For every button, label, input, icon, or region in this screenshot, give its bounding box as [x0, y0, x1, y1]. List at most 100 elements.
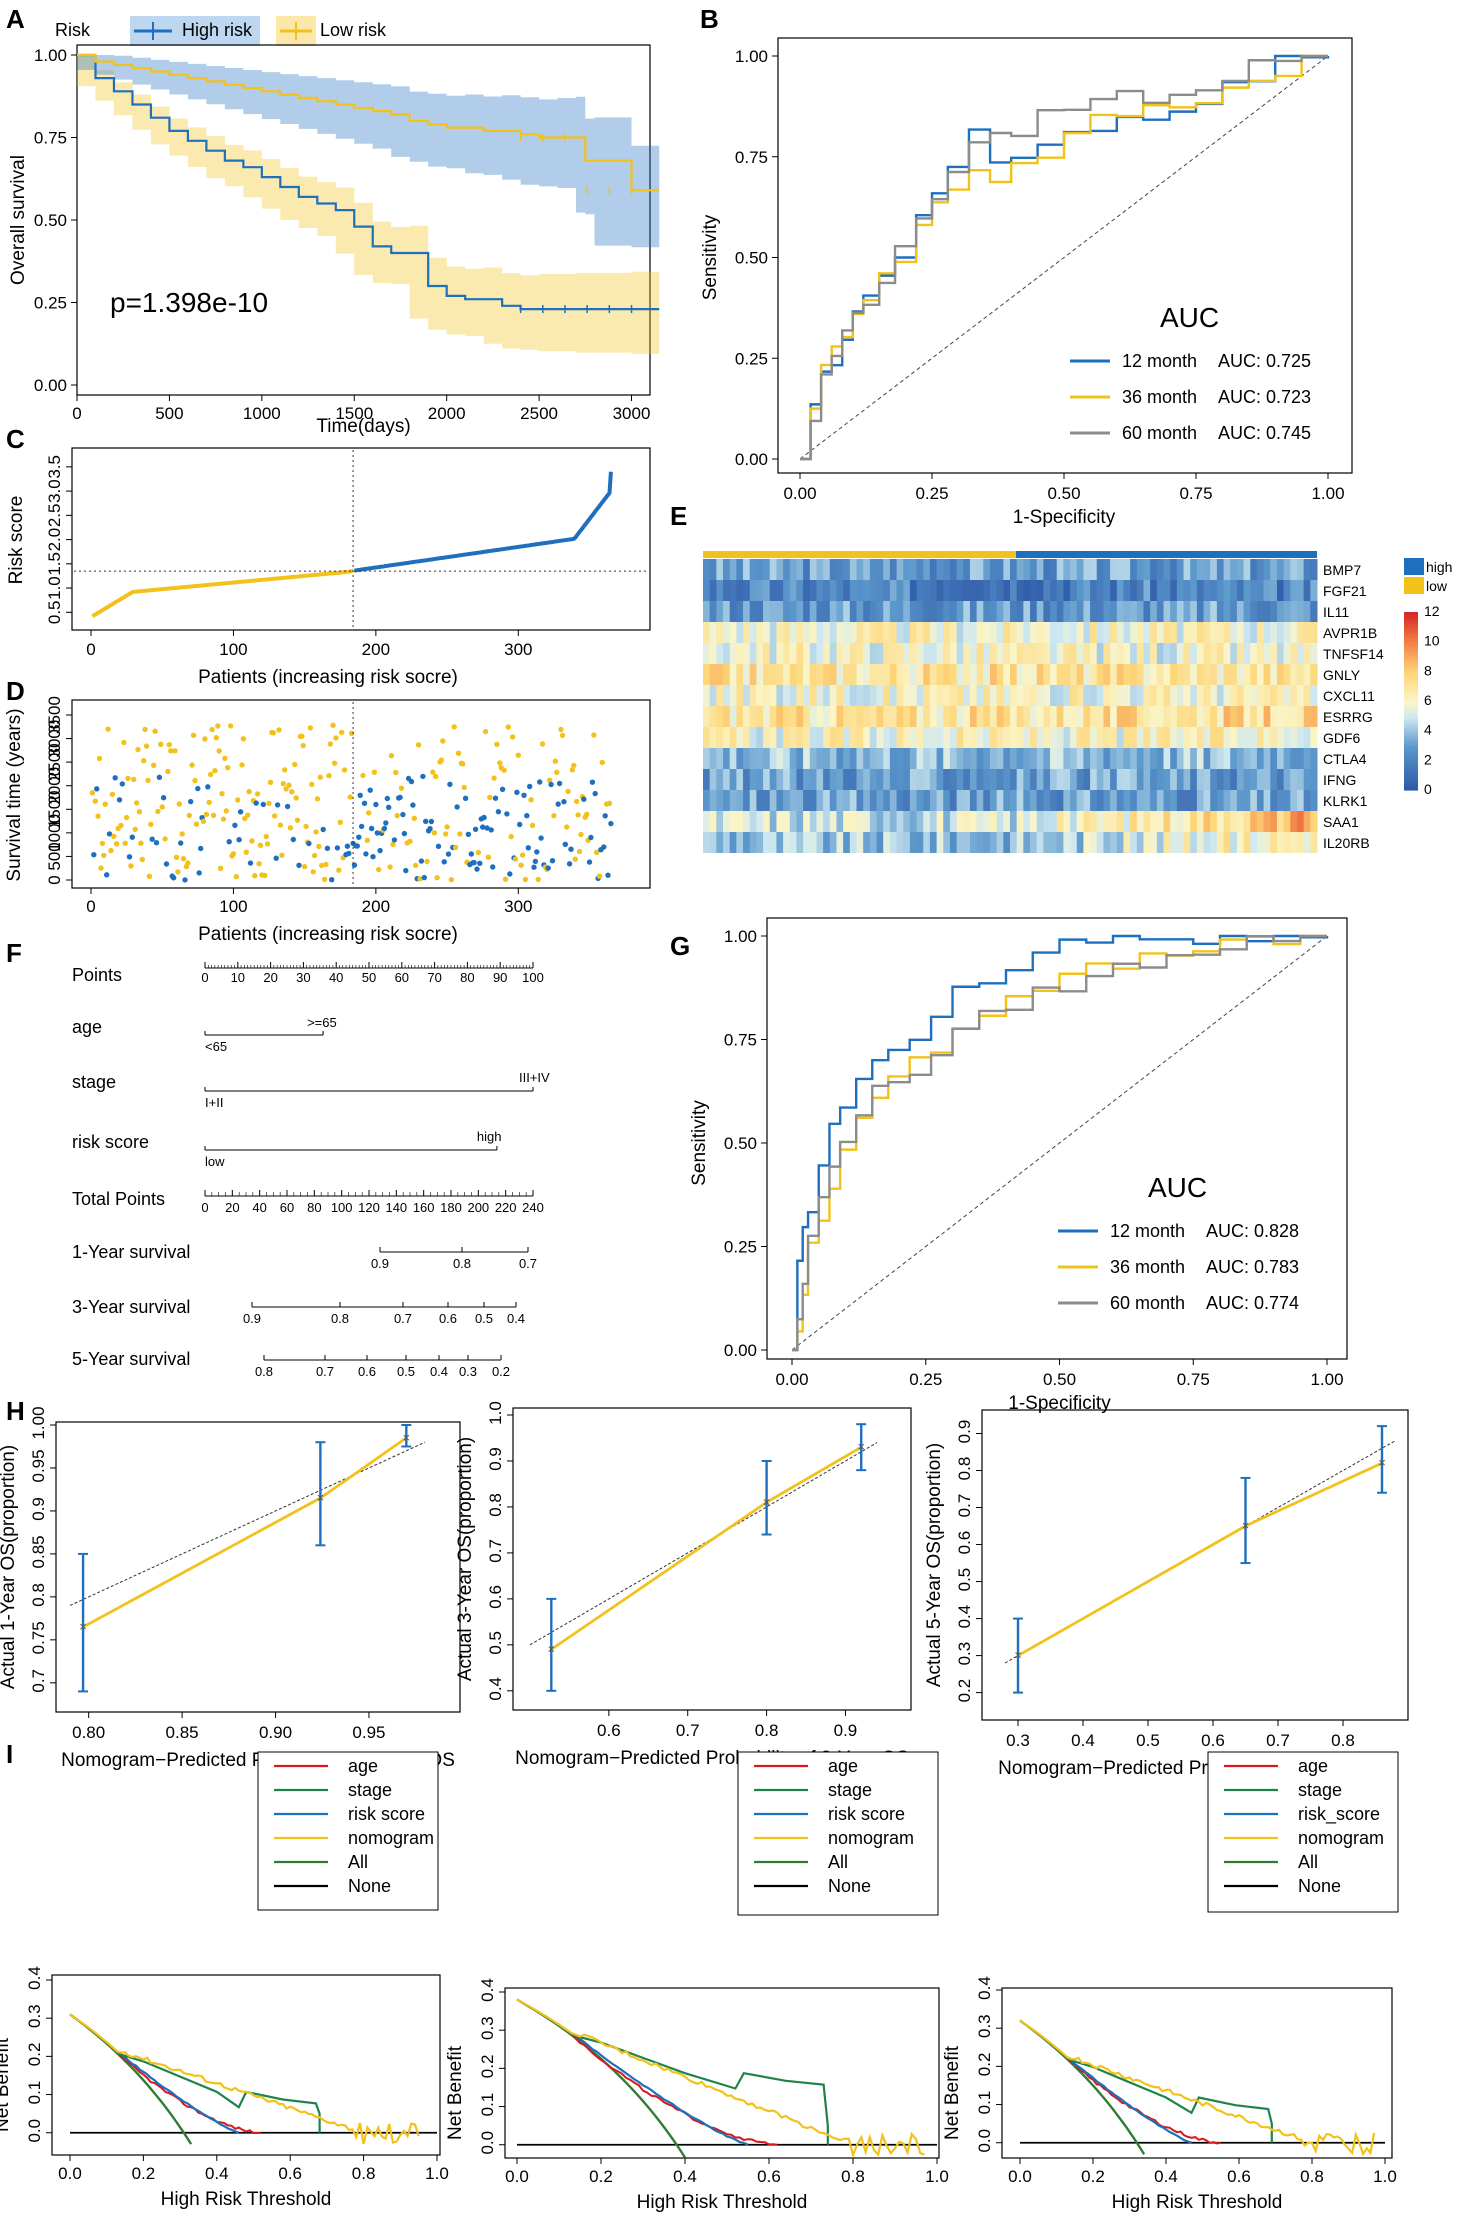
heatmap-colorbar-segment: [1404, 635, 1418, 640]
heatmap-cell: [1050, 748, 1058, 769]
heatmap-cell: [943, 811, 951, 832]
heatmap-cell: [829, 643, 837, 664]
heatmap-cell: [1223, 706, 1231, 727]
survival-point: [276, 727, 282, 733]
heatmap-gene-label: IL11: [1323, 604, 1349, 620]
heatmap-cell: [1056, 685, 1064, 706]
heatmap-cell: [1123, 769, 1131, 790]
heatmap-cell: [716, 580, 724, 601]
risk-x-axis-label: Patients (increasing risk socre): [198, 667, 458, 688]
heatmap-cell: [883, 790, 891, 811]
heatmap-cell: [1243, 769, 1251, 790]
heatmap-cell: [963, 559, 971, 580]
nomogram-total-label: 220: [495, 1200, 517, 1215]
km-y-tick-label: 1.00: [34, 46, 67, 65]
heatmap-cell: [1216, 685, 1225, 706]
heatmap-colorbar-segment: [1404, 709, 1418, 714]
survival-point: [173, 854, 180, 860]
heatmap-cell: [1296, 790, 1305, 811]
heatmap-cell: [916, 748, 924, 769]
roc-x-axis-label: 1-Specificity: [1008, 1393, 1111, 1414]
heatmap-cell: [1016, 664, 1024, 685]
heatmap-cell: [823, 601, 831, 622]
heatmap-cell: [1156, 643, 1164, 664]
heatmap-cell: [896, 685, 904, 706]
heatmap-cell: [1063, 727, 1071, 748]
heatmap-cell: [1196, 559, 1205, 580]
heatmap-cell: [989, 811, 998, 832]
heatmap-cell: [909, 559, 918, 580]
heatmap-gene-label: KLRK1: [1323, 793, 1368, 809]
heatmap-cell: [716, 811, 724, 832]
heatmap-cell: [836, 790, 844, 811]
heatmap-cell: [1156, 685, 1164, 706]
survival-point: [568, 846, 574, 852]
heatmap-cell: [1063, 664, 1071, 685]
heatmap-cell: [1130, 769, 1138, 790]
heatmap-colorbar-segment: [1404, 626, 1418, 631]
heatmap-cell: [923, 601, 931, 622]
heatmap-cell: [1156, 559, 1164, 580]
heatmap-cell: [989, 832, 998, 853]
heatmap-cell: [1270, 559, 1278, 580]
heatmap-cell: [1130, 706, 1138, 727]
heatmap-cell: [1010, 685, 1018, 706]
survival-point: [349, 730, 355, 736]
survival-point: [480, 824, 486, 830]
roc-x-tick-label: 1.00: [1311, 484, 1344, 503]
survival-point: [435, 843, 442, 849]
dca-legend-label: All: [1298, 1852, 1318, 1872]
heatmap-cell: [1123, 685, 1131, 706]
heatmap-cell: [809, 685, 817, 706]
heatmap-cell: [1090, 643, 1098, 664]
heatmap-colorbar-segment: [1404, 629, 1418, 634]
heatmap-cell: [1016, 706, 1024, 727]
heatmap-cell: [743, 769, 751, 790]
calib-curve-h2: [550, 1445, 862, 1651]
calib-y-tick-label: 0.6: [955, 1531, 974, 1555]
heatmap-cell: [836, 832, 844, 853]
heatmap-gene-label: BMP7: [1323, 562, 1361, 578]
heatmap-cell: [1143, 664, 1151, 685]
heatmap-cell: [803, 811, 811, 832]
heatmap-cell: [1183, 811, 1191, 832]
heatmap-cell: [1130, 643, 1138, 664]
survival-point: [561, 799, 567, 805]
heatmap-cell: [1176, 832, 1185, 853]
nomogram-total-label: 20: [225, 1200, 239, 1215]
heatmap-cell: [1070, 664, 1078, 685]
heatmap-cell: [1130, 748, 1138, 769]
heatmap-cell: [856, 832, 864, 853]
heatmap-cell: [1143, 706, 1151, 727]
heatmap-cell: [1096, 748, 1104, 769]
roc-x-tick-label: 0.50: [1043, 1370, 1076, 1389]
heatmap-colorbar-segment: [1404, 674, 1418, 678]
heatmap-cell: [956, 559, 964, 580]
heatmap-colorbar-segment: [1404, 706, 1418, 711]
heatmap-cell: [1036, 685, 1044, 706]
heatmap-cell: [896, 706, 904, 727]
heatmap-colorbar-segment: [1404, 769, 1418, 773]
nomogram-points-label: 90: [493, 970, 507, 985]
survival-point: [481, 814, 487, 821]
heatmap-cell: [1143, 748, 1151, 769]
heatmap-cell: [796, 769, 804, 790]
heatmap-cell: [1143, 580, 1151, 601]
calib-x-tick-label: 0.90: [259, 1723, 292, 1742]
survival-point: [497, 760, 503, 766]
heatmap-cell: [1283, 832, 1291, 853]
survival-point: [179, 831, 185, 837]
heatmap-cell: [883, 664, 891, 685]
heatmap-cell: [1176, 601, 1185, 622]
nomogram-points-label: 40: [329, 970, 343, 985]
heatmap-cell: [836, 727, 844, 748]
survival-point: [309, 781, 315, 788]
survival-point: [364, 837, 370, 843]
heatmap-cell: [709, 706, 717, 727]
heatmap-cell: [1243, 643, 1251, 664]
heatmap-cell: [1203, 685, 1211, 706]
heatmap-cell: [969, 706, 978, 727]
nomogram-survival-label: 0.5: [475, 1311, 493, 1326]
heatmap-cell: [1003, 601, 1011, 622]
heatmap-cell: [936, 580, 944, 601]
